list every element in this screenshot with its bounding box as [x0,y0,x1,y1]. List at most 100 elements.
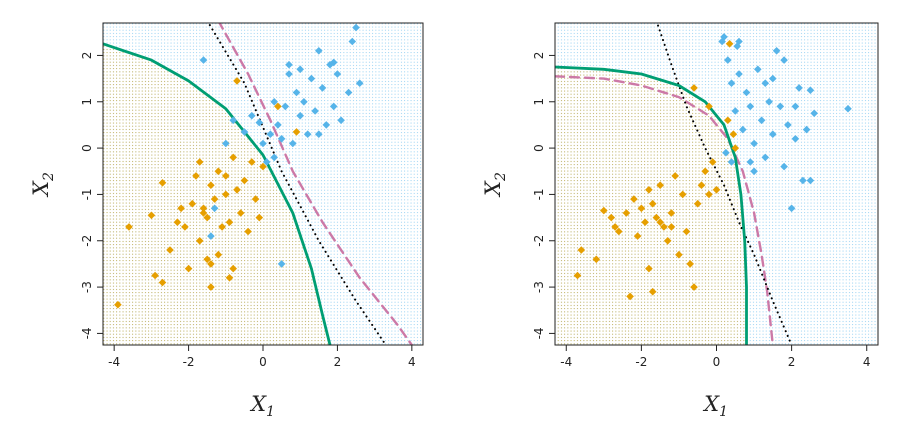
left-y-axis-sub: 2 [41,172,57,182]
x-tick-label: -4 [560,355,572,369]
data-point-series-1 [708,158,717,166]
right-region-layer [555,23,878,345]
data-point-series-2 [718,37,726,46]
data-point-series-1 [607,213,616,222]
data-point-series-1 [729,130,738,138]
x-tick-label: 0 [713,355,721,369]
data-point-series-1 [697,181,706,189]
data-point-series-1 [203,213,211,222]
data-point-series-2 [795,84,803,92]
data-point-series-1 [648,287,657,296]
data-point-series-2 [311,107,319,115]
data-point-series-2 [337,116,345,125]
data-point-series-2 [296,65,304,74]
data-point-series-2 [780,56,788,64]
data-point-series-1 [701,167,709,176]
data-point-series-1 [731,144,740,152]
data-point-series-2 [791,102,800,111]
data-point-series-1 [573,271,582,280]
data-point-series-1 [210,195,219,203]
data-point-series-2 [787,204,796,213]
y-tick-label: -4 [532,327,546,339]
y-tick-label: -4 [80,327,94,339]
data-point-series-1 [248,158,256,166]
data-point-series-1 [192,172,200,180]
left-region-layer [103,23,423,345]
data-point-series-2 [270,153,278,162]
data-point-series-1 [222,190,230,199]
data-point-series-2 [754,65,762,74]
data-point-series-2 [277,260,286,268]
y-tick-label: -3 [532,281,546,293]
region-orange [555,67,747,345]
x-tick-label: 2 [788,355,796,369]
y-tick-label: 1 [80,98,94,106]
data-point-series-1 [199,209,208,217]
data-point-series-1 [225,274,234,282]
data-point-series-2 [274,121,282,129]
data-point-series-2 [259,139,267,148]
data-point-series-2 [207,232,215,240]
data-point-series-2 [296,111,304,120]
left-plot-area [103,23,423,345]
data-point-series-2 [724,56,732,64]
data-point-series-2 [761,153,770,162]
data-point-series-2 [791,135,800,143]
data-point-series-1 [158,179,167,187]
y-tick-label: 1 [532,98,546,106]
data-point-series-2 [266,130,275,138]
data-point-series-2 [315,130,323,138]
right-x-axis-sub: 1 [719,404,728,420]
data-point-series-1 [195,158,204,166]
data-point-series-1 [251,195,260,203]
data-point-series-2 [806,86,815,94]
data-point-series-2 [329,58,338,67]
y-tick-label: -3 [80,281,94,293]
data-point-series-2 [248,111,256,120]
y-tick-label: -2 [80,235,94,247]
data-point-series-1 [203,255,211,264]
data-point-series-1 [240,176,249,185]
data-point-series-1 [147,211,156,220]
data-point-series-1 [229,153,237,162]
left-points-layer [114,23,364,309]
x-tick-label: 0 [259,355,267,369]
data-point-series-1 [690,283,698,291]
data-point-series-1 [630,195,638,203]
data-point-series-1 [705,190,713,199]
data-point-series-1 [600,206,608,215]
data-point-series-2 [746,102,755,111]
data-point-series-1 [184,264,193,273]
data-point-series-1 [255,213,264,222]
data-point-series-2 [844,104,852,113]
y-tick-label: -2 [532,235,546,247]
x-tick-label: -2 [183,355,195,369]
data-point-series-1 [177,204,185,213]
boundary-dashed [555,75,774,345]
data-point-series-1 [214,167,223,176]
y-tick-label: 2 [80,52,94,60]
data-point-series-2 [303,130,312,138]
data-point-series-2 [746,158,755,166]
data-point-series-1 [725,40,734,48]
data-point-series-2 [344,88,353,97]
data-point-series-1 [125,223,133,231]
data-point-series-2 [772,47,781,55]
data-point-series-2 [784,121,792,129]
data-point-series-1 [233,186,241,194]
data-point-series-1 [218,223,226,231]
data-point-series-1 [611,223,619,231]
data-point-series-1 [173,218,182,226]
data-point-series-1 [151,271,159,280]
data-point-series-1 [656,181,664,189]
right-x-axis-var: X [702,392,720,416]
data-point-series-2 [307,74,316,83]
data-point-series-2 [222,139,230,148]
data-point-series-2 [799,176,807,185]
data-point-series-2 [776,102,785,111]
left-y-ticks: -4 -3 -2 -1 0 1 2 [80,52,103,339]
data-point-series-2 [210,204,219,213]
data-point-series-1 [274,102,282,111]
right-y-ticks: -4 -3 -2 -1 0 1 2 [532,52,555,339]
